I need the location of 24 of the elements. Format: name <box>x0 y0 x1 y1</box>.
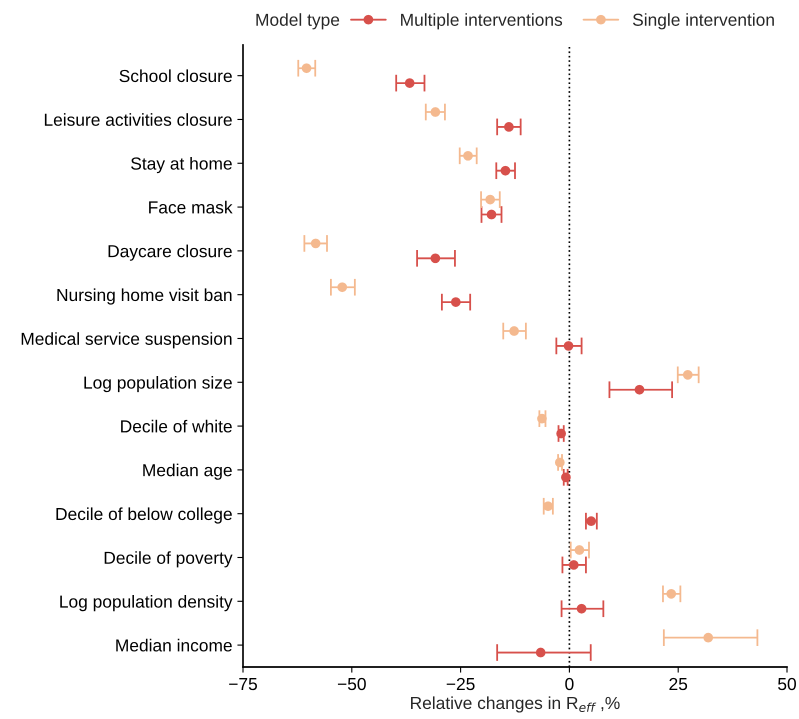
y-tick-label: Face mask <box>149 200 233 214</box>
legend-label: Multiple interventions <box>401 13 562 30</box>
y-tick-label: Daycare closure <box>108 244 232 261</box>
x-tick-label: −25 <box>446 678 475 690</box>
y-tick-label: Median income <box>116 638 232 652</box>
y-tick-label: Log population size <box>84 376 232 392</box>
x-tick-label: 25 <box>669 678 688 690</box>
y-tick-label: Decile of white <box>121 420 232 433</box>
y-tick-label: Decile of poverty <box>104 551 233 568</box>
y-tick-label: Leisure activities closure <box>44 113 232 126</box>
x-tick-label: −75 <box>229 678 257 690</box>
x-tick-label: 50 <box>778 678 796 690</box>
y-tick-label: School closure <box>120 69 232 82</box>
y-tick-label: Stay at home <box>131 156 232 174</box>
x-axis-title: Relative changes in R$_{eff}$ ,% <box>411 696 620 713</box>
y-tick-label: Median age <box>143 464 232 480</box>
legend-label: Single intervention <box>632 13 774 30</box>
x-tick-label: −50 <box>338 678 366 690</box>
y-tick-label: Log population density <box>60 595 233 612</box>
y-tick-label: Decile of below college <box>56 507 232 524</box>
legend-title: Model type <box>256 13 340 30</box>
y-tick-label: Nursing home visit ban <box>57 288 232 305</box>
x-tick-label: 0 <box>565 678 574 690</box>
y-tick-label: Medical service suspension <box>22 332 232 348</box>
